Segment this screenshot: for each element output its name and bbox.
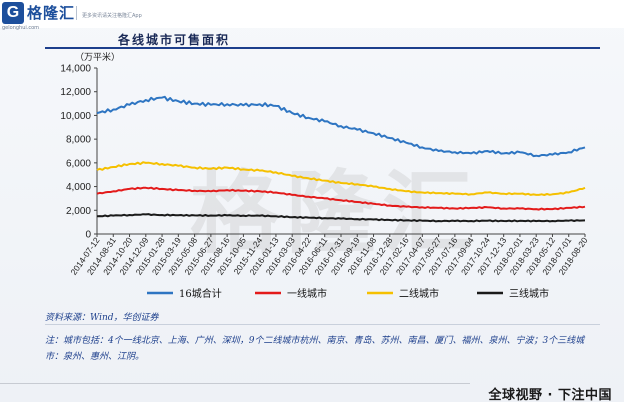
brand-bar: G 格隆汇 gelonghui.com 更多资讯请关注格隆汇App: [0, 0, 624, 31]
legend-label: 二线城市: [399, 287, 439, 300]
line-chart: （万平米） 0 2,000 4,000 6,000 8,000 10,000 12,000 14…: [60, 51, 589, 300]
y-tick-label: 0: [85, 230, 91, 241]
y-tick-label: 10,000: [60, 111, 91, 122]
brand-url: gelonghui.com: [2, 25, 40, 31]
y-tick-label: 12,000: [60, 87, 91, 98]
brand-logo-icon: G: [2, 2, 24, 24]
series-line: [96, 186, 586, 211]
y-tick-label: 2,000: [66, 206, 91, 217]
y-axis-label: （万平米）: [75, 51, 120, 63]
note-divider: [45, 324, 600, 325]
slogan: 全球视野 · 下注中国: [488, 388, 612, 403]
legend-label: 一线城市: [287, 287, 327, 300]
y-tick-label: 14,000: [60, 64, 91, 75]
chart-title: 各线城市可售面积: [118, 33, 231, 47]
y-tick-label: 4,000: [66, 182, 91, 193]
title-divider: [45, 47, 600, 49]
source-note: 资料来源：Wind，华创证券: [45, 313, 159, 323]
bottom-divider: [0, 383, 470, 384]
y-tick-label: 8,000: [66, 135, 91, 146]
brand-tagline: 更多资讯请关注格隆汇App: [82, 13, 142, 19]
brand-name: 格隆汇: [27, 4, 76, 22]
series-line: [96, 161, 586, 196]
legend-label: 16城合计: [179, 287, 222, 300]
series-line: [96, 213, 586, 223]
series-line: [96, 95, 586, 158]
brand-divider: [76, 6, 77, 20]
y-tick-label: 6,000: [66, 158, 91, 169]
footnote: 注：城市包括：4个一线北京、上海、广州、深圳，9个二线城市杭州、南京、青岛、苏州…: [45, 336, 585, 362]
legend-label: 三线城市: [509, 287, 549, 300]
